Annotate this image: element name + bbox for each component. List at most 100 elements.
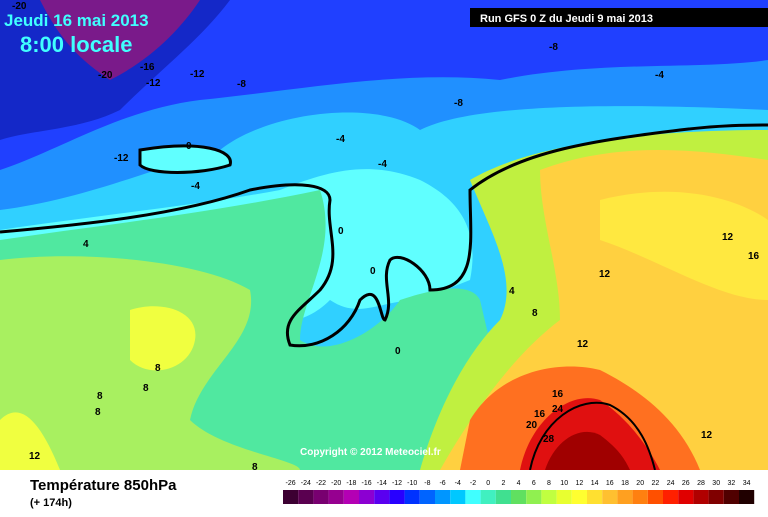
- contour-label: 12: [29, 451, 41, 462]
- contour-label: 8: [155, 363, 161, 374]
- legend-swatch: [739, 490, 755, 504]
- contour-label: -20: [98, 70, 113, 81]
- forecast-time: 8:00 locale: [20, 32, 133, 57]
- legend-label: -8: [424, 480, 430, 487]
- contour-label: 4: [509, 286, 515, 297]
- land-yellow: [600, 191, 768, 300]
- legend-swatch: [328, 490, 344, 504]
- contour-label: 12: [701, 430, 713, 441]
- contour-label: -4: [655, 70, 664, 81]
- legend-label: -20: [331, 480, 341, 487]
- legend-swatch: [313, 490, 329, 504]
- zero-isotherm-island: [138, 144, 232, 174]
- contour-label: 0: [338, 226, 344, 237]
- legend-swatch: [511, 490, 527, 504]
- contour-label: 16: [552, 389, 564, 400]
- contour-label: 8: [95, 407, 101, 418]
- contour-label: -4: [191, 181, 200, 192]
- legend-swatch: [450, 490, 466, 504]
- legend-label: 30: [712, 480, 720, 487]
- legend-swatch: [495, 490, 511, 504]
- copyright: Copyright © 2012 Meteociel.fr: [300, 447, 441, 458]
- legend-swatch: [389, 490, 405, 504]
- run-box: [470, 8, 768, 27]
- contour-labels: -20 -20 -16 -12 -12 -8 -8 -8 -4 -12 0 -4 -4 -4 0 4 0 4 8 12…: [12, 1, 760, 473]
- legend-swatch: [647, 490, 663, 504]
- legend-label: 20: [636, 480, 644, 487]
- heat-dark: [545, 431, 630, 470]
- contour-label: 0: [186, 141, 192, 152]
- contour-label: 8: [252, 462, 258, 473]
- run-info: Run GFS 0 Z du Jeudi 9 mai 2013: [480, 13, 653, 25]
- legend-swatch: [480, 490, 496, 504]
- legend-label: -22: [316, 480, 326, 487]
- legend-swatch: [678, 490, 694, 504]
- legend-swatch: [541, 490, 557, 504]
- legend-swatch: [298, 490, 314, 504]
- contour-label: 0: [370, 266, 376, 277]
- legend-swatch: [587, 490, 603, 504]
- legend-label: 10: [560, 480, 568, 487]
- zero-isotherm: [0, 123, 768, 348]
- legend-label: -14: [377, 480, 387, 487]
- legend-swatch: [283, 490, 299, 504]
- legend-label: 28: [697, 480, 705, 487]
- legend-swatch: [556, 490, 572, 504]
- legend-label: -12: [392, 480, 402, 487]
- contour-label: -12: [114, 153, 129, 164]
- band-yellow: [0, 306, 196, 470]
- legend-swatch: [435, 490, 451, 504]
- legend-swatch: [708, 490, 724, 504]
- contour-label: 20: [526, 420, 538, 431]
- contour-label: 28: [543, 434, 555, 445]
- legend-swatch: [693, 490, 709, 504]
- contour-label: 24: [552, 404, 564, 415]
- legend-label: 12: [576, 480, 584, 487]
- legend-label: 4: [517, 480, 521, 487]
- contour-label: -16: [140, 62, 155, 73]
- legend-swatch: [663, 490, 679, 504]
- legend-swatch: [632, 490, 648, 504]
- legend-swatch: [404, 490, 420, 504]
- contour-label: 12: [577, 339, 589, 350]
- legend-swatch: [526, 490, 542, 504]
- contour-label: 0: [395, 346, 401, 357]
- legend-swatch: [419, 490, 435, 504]
- contour-label: 16: [748, 251, 760, 262]
- forecast-date: Jeudi 16 mai 2013: [4, 11, 149, 30]
- legend-label: 8: [547, 480, 551, 487]
- legend-label: 24: [667, 480, 675, 487]
- legend-label: -4: [455, 480, 461, 487]
- footer-title: Température 850hPa: [30, 477, 177, 494]
- cold-core-purple: [40, 0, 200, 80]
- contour-label: -12: [190, 69, 205, 80]
- contour-label: -8: [237, 79, 246, 90]
- legend-label: 16: [606, 480, 614, 487]
- footer-subtitle: (+ 174h): [30, 497, 72, 509]
- legend-label: -18: [346, 480, 356, 487]
- isotherm-24: [529, 401, 656, 471]
- contour-label: -20: [12, 1, 27, 12]
- contour-label: -8: [549, 42, 558, 53]
- contour-label: 16: [534, 409, 546, 420]
- legend-swatch: [359, 490, 375, 504]
- legend-label: -2: [470, 480, 476, 487]
- contour-label: 4: [83, 239, 89, 250]
- legend-label: -10: [407, 480, 417, 487]
- contour-label: 12: [599, 269, 611, 280]
- contour-label: -4: [336, 134, 345, 145]
- legend-swatch: [617, 490, 633, 504]
- contour-label: -4: [378, 159, 387, 170]
- legend-swatch: [374, 490, 390, 504]
- contour-label: 8: [532, 308, 538, 319]
- legend-label: 32: [728, 480, 736, 487]
- legend-label: -6: [439, 480, 445, 487]
- legend-swatch: [571, 490, 587, 504]
- legend-label: 6: [532, 480, 536, 487]
- contour-label: 8: [97, 391, 103, 402]
- legend-swatch: [602, 490, 618, 504]
- contour-label: 8: [143, 383, 149, 394]
- legend-label: 2: [501, 480, 505, 487]
- legend-label: 22: [652, 480, 660, 487]
